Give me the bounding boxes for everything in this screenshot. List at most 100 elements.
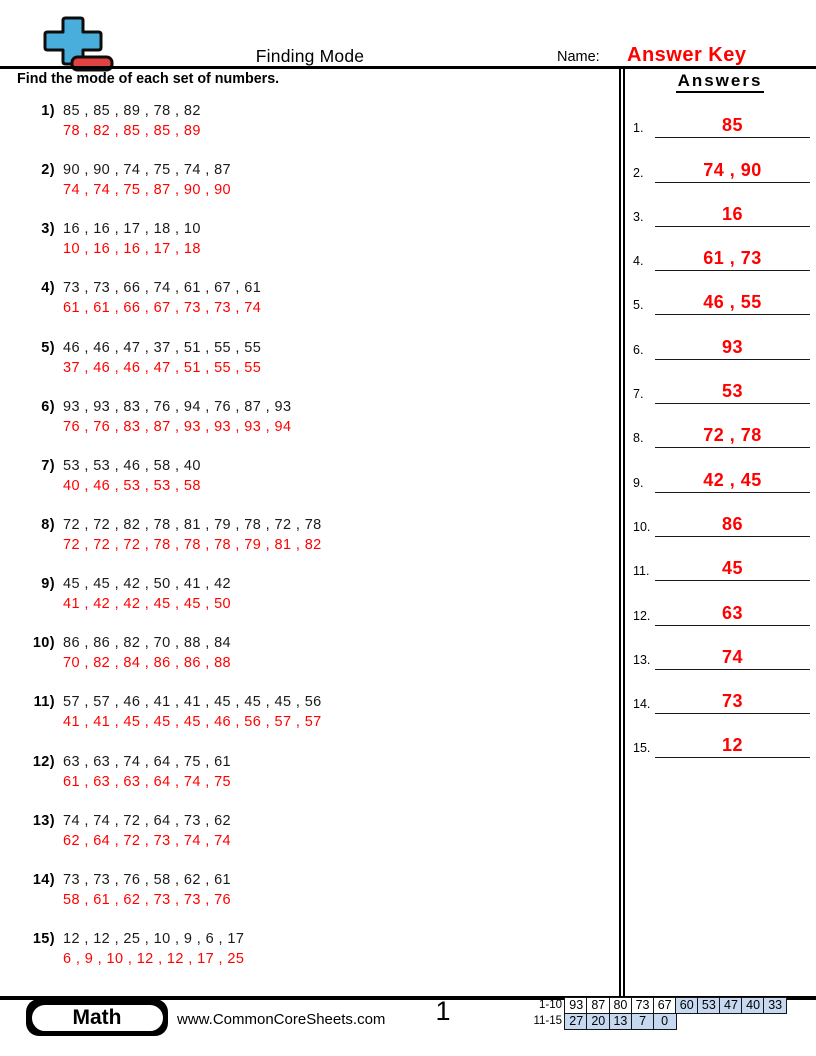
answer-number: 2. (633, 165, 644, 180)
answer-number: 10. (633, 519, 651, 534)
score-cell: 13 (608, 1012, 633, 1031)
question-original-line: 3) 16 , 16 , 17 , 18 , 10 (14, 219, 619, 239)
score-range-label: 11-15 (533, 1014, 562, 1027)
question-number: 9) (41, 576, 55, 593)
score-cell: 33 (763, 997, 788, 1015)
answer-value: 93 (721, 336, 744, 357)
score-cell: 7 (630, 1012, 655, 1031)
answer-item: 9. 42 , 45 (620, 448, 816, 493)
score-grid: 1-10 93 87 80 73 67 60 53 47 40 33 11-15 27 20 13 7 0 (516, 997, 788, 1031)
question-set: 57 , 57 , 46 , 41 , 41 , 45 , 45 , 45 , … (63, 694, 322, 711)
question-number: 1) (41, 103, 55, 119)
question-item: 11) 57 , 57 , 46 , 41 , 41 , 45 , 45 , 4… (0, 692, 619, 751)
question-number: 8) (41, 516, 55, 533)
answer-value: 16 (721, 203, 744, 224)
question-original-line: 13) 74 , 74 , 72 , 64 , 73 , 62 (14, 811, 619, 831)
score-cell: 60 (674, 997, 699, 1015)
answer-number: 15. (633, 741, 651, 756)
question-set: 46 , 46 , 47 , 37 , 51 , 55 , 55 (63, 339, 262, 356)
answers-heading: Answers (626, 71, 814, 93)
answer-blank-line (655, 624, 810, 626)
answer-number: 1. (633, 121, 644, 136)
question-sorted-set: 41 , 42 , 42 , 45 , 45 , 50 (63, 596, 231, 613)
score-row: 1-10 93 87 80 73 67 60 53 47 40 33 (516, 997, 788, 1015)
question-original-line: 14) 73 , 73 , 76 , 58 , 62 , 61 (14, 870, 619, 890)
answer-number: 14. (633, 697, 651, 712)
math-badge: Math (26, 999, 168, 1036)
question-original-line: 5) 46 , 46 , 47 , 37 , 51 , 55 , 55 (14, 338, 619, 358)
question-item: 3) 16 , 16 , 17 , 18 , 10 10 , 16 , 16 ,… (0, 219, 619, 278)
answer-number: 11. (633, 564, 650, 579)
answer-item: 3. 16 (620, 183, 816, 227)
question-original-line: 15) 12 , 12 , 25 , 10 , 9 , 6 , 17 (14, 929, 619, 949)
question-sorted-set: 40 , 46 , 53 , 53 , 58 (63, 477, 201, 494)
answer-value: 53 (721, 381, 744, 402)
question-number: 14) (32, 871, 55, 888)
answer-blank-line (655, 403, 810, 405)
question-original-line: 8) 72 , 72 , 82 , 78 , 81 , 79 , 78 , 72… (14, 515, 619, 535)
answer-item: 1. 85 (620, 94, 816, 139)
answer-number: 6. (633, 342, 644, 357)
question-number: 6) (41, 398, 55, 415)
answer-value: 46 , 55 (703, 292, 762, 313)
question-sorted-set: 72 , 72 , 72 , 78 , 78 , 78 , 79 , 81 , … (63, 536, 322, 553)
question-set: 85 , 85 , 89 , 78 , 82 (63, 103, 201, 119)
answer-number: 4. (633, 254, 644, 269)
question-number: 2) (41, 162, 55, 179)
question-item: 5) 46 , 46 , 47 , 37 , 51 , 55 , 55 37 ,… (0, 338, 619, 397)
answers-heading-text: Answers (675, 71, 765, 93)
question-original-line: 11) 57 , 57 , 46 , 41 , 41 , 45 , 45 , 4… (14, 692, 619, 712)
question-set: 73 , 73 , 76 , 58 , 62 , 61 (63, 871, 231, 888)
score-cell: 53 (696, 997, 721, 1015)
answer-value: 63 (721, 602, 744, 623)
answer-value: 12 (721, 735, 744, 756)
answer-value: 73 (721, 691, 744, 712)
answer-number: 13. (633, 652, 651, 667)
question-sorted-set: 78 , 82 , 85 , 85 , 89 (63, 123, 201, 139)
answer-blank-line (655, 314, 810, 316)
answer-blank-line (655, 225, 810, 227)
score-cell: 40 (741, 997, 765, 1015)
answer-item: 12. 63 (620, 581, 816, 626)
question-sorted-set: 6 , 9 , 10 , 12 , 12 , 17 , 25 (63, 950, 245, 967)
answer-blank-line (655, 535, 810, 537)
question-sorted-set: 41 , 41 , 45 , 45 , 45 , 46 , 56 , 57 , … (63, 714, 322, 731)
question-set: 93 , 93 , 83 , 76 , 94 , 76 , 87 , 93 (63, 398, 292, 415)
score-cell: 27 (564, 1012, 589, 1031)
question-sorted-set: 74 , 74 , 75 , 87 , 90 , 90 (63, 182, 231, 199)
question-item: 10) 86 , 86 , 82 , 70 , 88 , 84 70 , 82 … (0, 633, 619, 692)
header-divider (0, 66, 816, 70)
question-number: 7) (41, 457, 55, 474)
answer-value: 72 , 78 (703, 425, 762, 446)
answer-item: 14. 73 (620, 670, 816, 715)
answer-value: 61 , 73 (703, 248, 762, 269)
question-set: 12 , 12 , 25 , 10 , 9 , 6 , 17 (63, 930, 245, 947)
question-number: 12) (32, 753, 55, 770)
answer-value: 86 (721, 513, 744, 534)
answer-number: 12. (633, 608, 651, 623)
answer-blank-line (655, 713, 810, 715)
question-sorted-set: 37 , 46 , 46 , 47 , 51 , 55 , 55 (63, 359, 262, 376)
answer-item: 8. 72 , 78 (620, 404, 816, 449)
answer-number: 3. (633, 209, 644, 224)
answer-blank-line (655, 358, 810, 360)
question-number: 3) (41, 221, 55, 238)
questions-list: 1) 85 , 85 , 89 , 78 , 82 78 , 82 , 85 ,… (0, 101, 619, 988)
question-sorted-set: 70 , 82 , 84 , 86 , 86 , 88 (63, 655, 231, 672)
question-sorted-set: 58 , 61 , 62 , 73 , 73 , 76 (63, 891, 231, 908)
answer-number: 7. (633, 387, 644, 402)
footer-divider (0, 996, 816, 1000)
question-original-line: 1) 85 , 85 , 89 , 78 , 82 (14, 101, 619, 121)
website-url: www.CommonCoreSheets.com (177, 1011, 386, 1028)
answer-number: 9. (633, 475, 644, 490)
question-item: 9) 45 , 45 , 42 , 50 , 41 , 42 41 , 42 ,… (0, 574, 619, 633)
question-sorted-set: 62 , 64 , 72 , 73 , 74 , 74 (63, 832, 231, 849)
answer-value: 74 , 90 (703, 159, 762, 180)
question-item: 12) 63 , 63 , 74 , 64 , 75 , 61 61 , 63 … (0, 752, 619, 811)
answer-blank-line (655, 270, 810, 272)
question-number: 15) (32, 930, 55, 947)
score-cell: 73 (630, 997, 655, 1015)
question-original-line: 7) 53 , 53 , 46 , 58 , 40 (14, 456, 619, 476)
answer-blank-line (655, 491, 810, 493)
